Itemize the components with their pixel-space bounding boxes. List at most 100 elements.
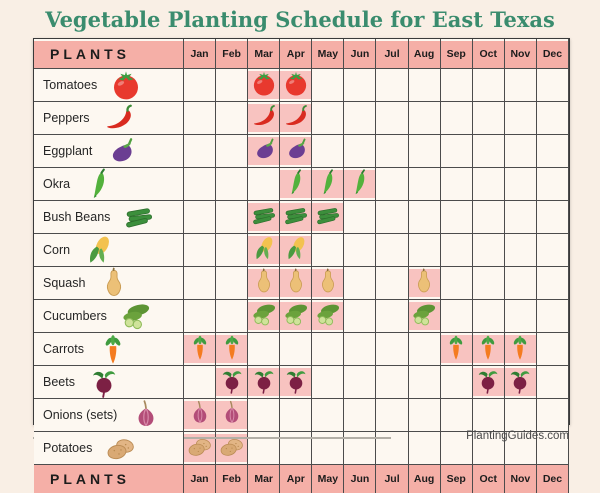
cell-okra-jan xyxy=(184,168,217,201)
cell-bush-beans-jul xyxy=(376,201,409,234)
cell-beets-apr xyxy=(280,366,313,399)
cell-peppers-dec xyxy=(536,102,569,135)
carrot-icon xyxy=(218,334,245,361)
tomato-icon xyxy=(110,69,142,101)
month-header-feb: Feb xyxy=(216,39,249,69)
cell-okra-jul xyxy=(376,168,409,201)
cell-peppers-jul xyxy=(376,102,409,135)
cell-tomatoes-jan xyxy=(184,69,217,102)
onion-icon xyxy=(218,400,245,427)
beans-icon xyxy=(123,201,155,233)
cell-okra-mar xyxy=(248,168,281,201)
squash-icon xyxy=(250,268,277,295)
plant-label: Cucumbers xyxy=(43,309,107,323)
cell-okra-jun xyxy=(344,168,377,201)
cell-potatoes-jan xyxy=(184,432,217,465)
plant-label: Tomatoes xyxy=(43,78,98,92)
cell-onions-sets-may xyxy=(312,399,345,432)
cell-bush-beans-may xyxy=(312,201,345,234)
cell-cucumbers-dec xyxy=(536,300,569,333)
cell-okra-feb xyxy=(216,168,249,201)
cell-squash-apr xyxy=(280,267,313,300)
potato-icon xyxy=(105,432,137,464)
cell-onions-sets-dec xyxy=(536,399,569,432)
cell-onions-sets-apr xyxy=(280,399,313,432)
plant-label: Okra xyxy=(43,177,71,191)
plant-row-potatoes: Potatoes xyxy=(34,432,184,465)
plant-label: Peppers xyxy=(43,111,90,125)
cell-squash-may xyxy=(312,267,345,300)
eggplant-icon xyxy=(250,136,277,163)
cell-peppers-feb xyxy=(216,102,249,135)
plant-row-carrots: Carrots xyxy=(34,333,184,366)
cell-eggplant-jul xyxy=(376,135,409,168)
cell-bush-beans-jan xyxy=(184,201,217,234)
cell-onions-sets-sep xyxy=(440,399,473,432)
plant-label: Onions (sets) xyxy=(43,408,118,422)
plant-label: Bush Beans xyxy=(43,210,111,224)
cell-potatoes-feb xyxy=(216,432,249,465)
page-title: Vegetable Planting Schedule for East Tex… xyxy=(45,7,555,32)
cell-tomatoes-mar xyxy=(248,69,281,102)
cell-peppers-aug xyxy=(408,102,441,135)
carrot-icon xyxy=(475,334,502,361)
plant-label: Potatoes xyxy=(43,441,93,455)
cell-bush-beans-sep xyxy=(440,201,473,234)
cell-corn-jan xyxy=(184,234,217,267)
month-header-may: May xyxy=(312,39,345,69)
cell-peppers-sep xyxy=(440,102,473,135)
carrot-icon xyxy=(186,334,213,361)
plant-row-squash: Squash xyxy=(34,267,184,300)
month-header-jun: Jun xyxy=(344,39,377,69)
plant-row-eggplant: Eggplant xyxy=(34,135,184,168)
cell-onions-sets-jun xyxy=(344,399,377,432)
month-footer-sep: Sep xyxy=(440,465,473,493)
planting-period xyxy=(248,104,280,132)
month-header-apr: Apr xyxy=(280,39,313,69)
cell-eggplant-feb xyxy=(216,135,249,168)
month-footer-aug: Aug xyxy=(408,465,441,493)
potato-icon xyxy=(218,433,245,460)
cell-squash-dec xyxy=(536,267,569,300)
cell-eggplant-sep xyxy=(440,135,473,168)
plants-footer: PLANTS xyxy=(34,465,184,493)
cell-tomatoes-oct xyxy=(472,69,505,102)
cell-cucumbers-oct xyxy=(472,300,505,333)
cell-beets-mar xyxy=(248,366,281,399)
cell-okra-apr xyxy=(280,168,313,201)
cell-eggplant-apr xyxy=(280,135,313,168)
month-footer-oct: Oct xyxy=(472,465,505,493)
cell-carrots-mar xyxy=(248,333,281,366)
cell-onions-sets-aug xyxy=(408,399,441,432)
plant-label: Corn xyxy=(43,243,71,257)
cell-squash-sep xyxy=(440,267,473,300)
cell-corn-sep xyxy=(440,234,473,267)
squash-icon xyxy=(282,268,309,295)
squash-icon xyxy=(411,268,438,295)
cell-tomatoes-apr xyxy=(280,69,313,102)
cell-beets-aug xyxy=(408,366,441,399)
plant-label: Carrots xyxy=(43,342,84,356)
pepper-icon xyxy=(103,102,135,134)
cell-carrots-dec xyxy=(536,333,569,366)
cell-cucumbers-jul xyxy=(376,300,409,333)
cell-beets-feb xyxy=(216,366,249,399)
pepper-icon xyxy=(250,103,277,130)
cell-cucumbers-jun xyxy=(344,300,377,333)
cell-onions-sets-jan xyxy=(184,399,217,432)
cucumber-icon xyxy=(411,301,438,328)
month-footer-apr: Apr xyxy=(280,465,313,493)
plant-row-peppers: Peppers xyxy=(34,102,184,135)
cell-tomatoes-feb xyxy=(216,69,249,102)
squash-icon xyxy=(314,268,341,295)
cell-corn-may xyxy=(312,234,345,267)
cell-beets-oct xyxy=(472,366,505,399)
corn-icon xyxy=(83,234,115,266)
month-footer-jun: Jun xyxy=(344,465,377,493)
cell-beets-jun xyxy=(344,366,377,399)
cell-cucumbers-nov xyxy=(504,300,537,333)
cell-carrots-feb xyxy=(216,333,249,366)
corn-icon xyxy=(250,235,277,262)
cell-eggplant-mar xyxy=(248,135,281,168)
cell-okra-sep xyxy=(440,168,473,201)
